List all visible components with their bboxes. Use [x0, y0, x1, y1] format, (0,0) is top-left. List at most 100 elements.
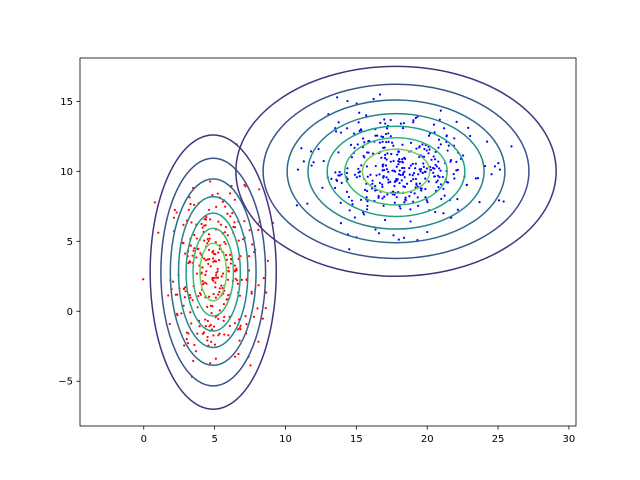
scatter-point-cluster-1	[223, 240, 226, 244]
scatter-point-cluster-1	[239, 328, 242, 331]
scatter-point-cluster-2	[427, 134, 431, 137]
scatter-point-cluster-1	[206, 319, 209, 323]
scatter-point-cluster-1	[201, 332, 204, 335]
scatter-point-cluster-2	[403, 185, 407, 189]
scatter-point-cluster-2	[412, 121, 415, 124]
scatter-point-cluster-2	[382, 204, 385, 207]
scatter-point-cluster-2	[401, 157, 404, 161]
scatter-point-cluster-1	[226, 234, 229, 237]
scatter-point-cluster-1	[205, 282, 208, 285]
scatter-point-cluster-2	[353, 132, 356, 135]
scatter-point-cluster-1	[214, 357, 217, 360]
scatter-point-cluster-2	[417, 173, 420, 176]
scatter-point-cluster-1	[233, 322, 237, 325]
scatter-point-cluster-1	[240, 278, 244, 281]
scatter-point-cluster-2	[386, 193, 389, 196]
scatter-point-cluster-2	[446, 149, 449, 152]
scatter-point-cluster-2	[381, 140, 384, 143]
scatter-point-cluster-2	[413, 192, 416, 195]
scatter-point-cluster-2	[350, 199, 354, 202]
scatter-point-cluster-2	[462, 154, 465, 157]
scatter-point-cluster-1	[217, 259, 221, 262]
scatter-point-cluster-2	[455, 120, 458, 123]
scatter-point-cluster-1	[212, 292, 215, 296]
scatter-point-cluster-2	[399, 122, 402, 125]
scatter-point-cluster-2	[409, 141, 413, 144]
scatter-point-cluster-2	[412, 119, 415, 122]
scatter-point-cluster-2	[378, 173, 381, 176]
scatter-point-cluster-1	[185, 338, 188, 341]
scatter-point-cluster-1	[225, 298, 228, 301]
scatter-point-cluster-2	[378, 141, 382, 144]
scatter-point-cluster-1	[195, 256, 198, 259]
scatter-point-cluster-2	[438, 167, 441, 170]
scatter-point-cluster-2	[385, 176, 388, 179]
scatter-point-cluster-1	[173, 208, 176, 212]
scatter-point-cluster-2	[402, 122, 405, 125]
scatter-point-cluster-1	[233, 264, 237, 267]
scatter-point-cluster-2	[453, 137, 456, 140]
scatter-point-cluster-2	[395, 196, 398, 199]
scatter-point-cluster-1	[234, 277, 237, 280]
scatter-point-cluster-1	[227, 270, 231, 273]
scatter-point-cluster-2	[437, 138, 441, 141]
scatter-point-cluster-2	[498, 168, 501, 171]
scatter-point-cluster-1	[193, 343, 196, 347]
scatter-point-cluster-2	[346, 127, 349, 130]
scatter-point-cluster-1	[157, 231, 160, 234]
scatter-point-cluster-2	[384, 132, 388, 136]
scatter-point-cluster-2	[420, 187, 423, 190]
scatter-point-cluster-1	[201, 280, 204, 283]
scatter-point-cluster-1	[183, 344, 186, 347]
scatter-point-cluster-1	[142, 278, 145, 281]
scatter-point-cluster-2	[340, 181, 343, 185]
scatter-point-cluster-2	[485, 140, 489, 143]
scatter-point-cluster-1	[209, 362, 212, 365]
scatter-point-cluster-2	[335, 130, 338, 133]
scatter-point-cluster-1	[224, 253, 228, 257]
scatter-point-cluster-1	[208, 237, 211, 240]
scatter-point-cluster-2	[380, 156, 383, 159]
scatter-point-cluster-1	[199, 293, 202, 296]
scatter-point-cluster-2	[382, 163, 385, 166]
scatter-point-cluster-1	[220, 284, 223, 287]
scatter-point-cluster-1	[188, 293, 192, 297]
scatter-point-cluster-2	[348, 248, 351, 251]
scatter-point-cluster-2	[418, 146, 421, 149]
scatter-point-cluster-1	[233, 198, 236, 201]
scatter-point-cluster-2	[398, 169, 401, 172]
scatter-point-cluster-1	[197, 294, 200, 298]
scatter-point-cluster-1	[167, 294, 170, 297]
scatter-point-cluster-2	[355, 176, 358, 179]
scatter-point-cluster-1	[203, 281, 206, 284]
scatter-point-cluster-2	[403, 166, 406, 170]
scatter-point-cluster-1	[209, 323, 212, 326]
scatter-point-cluster-1	[196, 306, 199, 309]
scatter-point-cluster-1	[174, 293, 177, 296]
scatter-point-cluster-2	[335, 179, 339, 182]
scatter-point-cluster-2	[338, 170, 341, 174]
scatter-point-cluster-1	[192, 249, 195, 252]
scatter-point-cluster-1	[181, 241, 184, 244]
scatter-point-cluster-2	[371, 179, 374, 182]
scatter-point-cluster-2	[446, 181, 450, 184]
scatter-point-cluster-2	[371, 182, 374, 185]
scatter-point-cluster-2	[397, 238, 400, 241]
scatter-point-cluster-2	[394, 170, 397, 173]
scatter-point-cluster-1	[236, 282, 240, 285]
scatter-point-cluster-1	[225, 258, 229, 261]
scatter-point-cluster-1	[224, 225, 228, 229]
scatter-point-cluster-2	[346, 178, 349, 181]
x-axis: 0 5 10 15 20 25 30	[141, 426, 575, 445]
scatter-point-cluster-2	[436, 174, 440, 177]
scatter-point-cluster-2	[419, 170, 422, 173]
scatter-point-cluster-1	[233, 270, 237, 273]
scatter-point-cluster-2	[447, 144, 450, 147]
scatter-point-cluster-2	[385, 158, 388, 161]
scatter-point-cluster-1	[195, 272, 199, 275]
scatter-point-cluster-2	[362, 213, 366, 216]
scatter-point-cluster-2	[368, 139, 371, 143]
scatter-point-cluster-2	[433, 158, 437, 161]
scatter-point-cluster-1	[228, 192, 232, 195]
